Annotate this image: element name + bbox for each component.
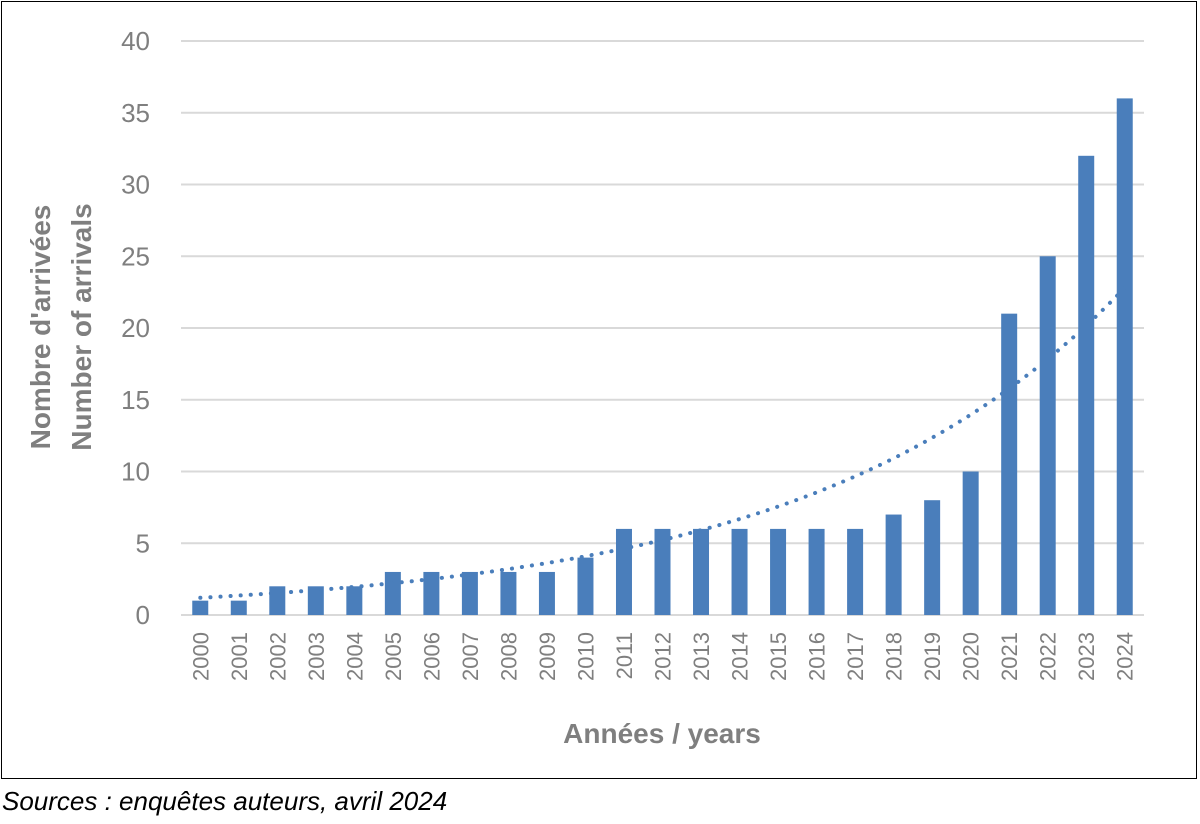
bar-2013 — [693, 528, 710, 615]
x-tick-label: 2010 — [573, 632, 598, 681]
bar-2003 — [307, 586, 324, 615]
bar-2009 — [538, 571, 555, 615]
exponential-trendline — [198, 285, 1127, 600]
bar-2019 — [924, 500, 941, 615]
y-tick-label: 35 — [121, 98, 150, 128]
x-tick-label: 2008 — [496, 632, 521, 681]
x-tick-label: 2009 — [535, 632, 560, 681]
y-tick-labels: 0 5 10 15 20 25 30 35 40 — [121, 26, 150, 630]
x-axis-title: Années / years — [563, 718, 761, 749]
trendline — [198, 285, 1127, 600]
x-tick-label: 2021 — [997, 632, 1022, 681]
bar-2004 — [346, 586, 363, 615]
bar-2015 — [770, 528, 787, 615]
bar-2007 — [461, 571, 478, 615]
source-note: Sources : enquêtes auteurs, avril 2024 — [2, 786, 448, 816]
gridlines — [181, 40, 1144, 616]
y-tick-label: 10 — [121, 457, 150, 487]
bar-2000 — [192, 600, 209, 615]
x-tick-label: 2014 — [728, 632, 753, 681]
chart-frame: 0 5 10 15 20 25 30 35 40 2000 2001 2002 2003 2004 200… — [1, 1, 1197, 779]
bar-2006 — [423, 571, 440, 615]
x-tick-label: 2018 — [882, 632, 907, 681]
x-tick-label: 2012 — [651, 632, 676, 681]
bar-2021 — [1001, 313, 1018, 615]
bar-2024 — [1116, 98, 1133, 615]
x-tick-label: 2006 — [419, 632, 444, 681]
bar-2001 — [230, 600, 247, 615]
y-tick-label: 5 — [136, 528, 150, 558]
y-axis-title-line-2: Number of arrivals — [66, 203, 97, 450]
bar-2014 — [731, 528, 748, 615]
x-tick-label: 2000 — [188, 632, 213, 681]
x-tick-label: 2002 — [265, 632, 290, 681]
bars — [192, 98, 1133, 616]
y-tick-label: 40 — [121, 26, 150, 56]
bar-2023 — [1078, 155, 1095, 616]
y-tick-label: 15 — [121, 385, 150, 415]
bar-2011 — [615, 528, 632, 615]
x-tick-label: 2023 — [1074, 632, 1099, 681]
bar-2020 — [962, 471, 979, 615]
x-tick-label: 2024 — [1113, 632, 1138, 681]
bar-2005 — [384, 571, 401, 615]
bar-2010 — [577, 557, 594, 615]
y-tick-label: 30 — [121, 170, 150, 200]
y-tick-label: 20 — [121, 313, 150, 343]
x-tick-label: 2015 — [766, 632, 791, 681]
x-tick-label: 2016 — [805, 632, 830, 681]
bar-2016 — [808, 528, 825, 615]
bar-2022 — [1039, 256, 1056, 615]
x-tick-label: 2017 — [843, 632, 868, 681]
y-tick-label: 25 — [121, 241, 150, 271]
x-tick-label: 2022 — [1036, 632, 1061, 681]
x-tick-label: 2013 — [689, 632, 714, 681]
x-tick-labels: 2000 2001 2002 2003 2004 2005 2006 2007 2008 2009… — [188, 632, 1137, 681]
y-axis-title-line-1: Nombre d'arrivées — [25, 205, 56, 450]
x-tick-label: 2011 — [612, 632, 637, 679]
x-tick-label: 2019 — [920, 632, 945, 681]
x-tick-label: 2005 — [381, 632, 406, 681]
x-tick-label: 2007 — [458, 632, 483, 681]
x-tick-label: 2004 — [342, 632, 367, 681]
bar-2017 — [847, 528, 864, 615]
bar-2008 — [500, 571, 517, 615]
y-tick-label: 0 — [136, 600, 150, 630]
bar-2012 — [654, 528, 671, 615]
x-tick-label: 2020 — [959, 632, 984, 681]
bar-2018 — [885, 514, 902, 615]
x-tick-label: 2001 — [227, 632, 252, 681]
x-tick-label: 2003 — [304, 632, 329, 681]
bar-2002 — [269, 586, 286, 615]
